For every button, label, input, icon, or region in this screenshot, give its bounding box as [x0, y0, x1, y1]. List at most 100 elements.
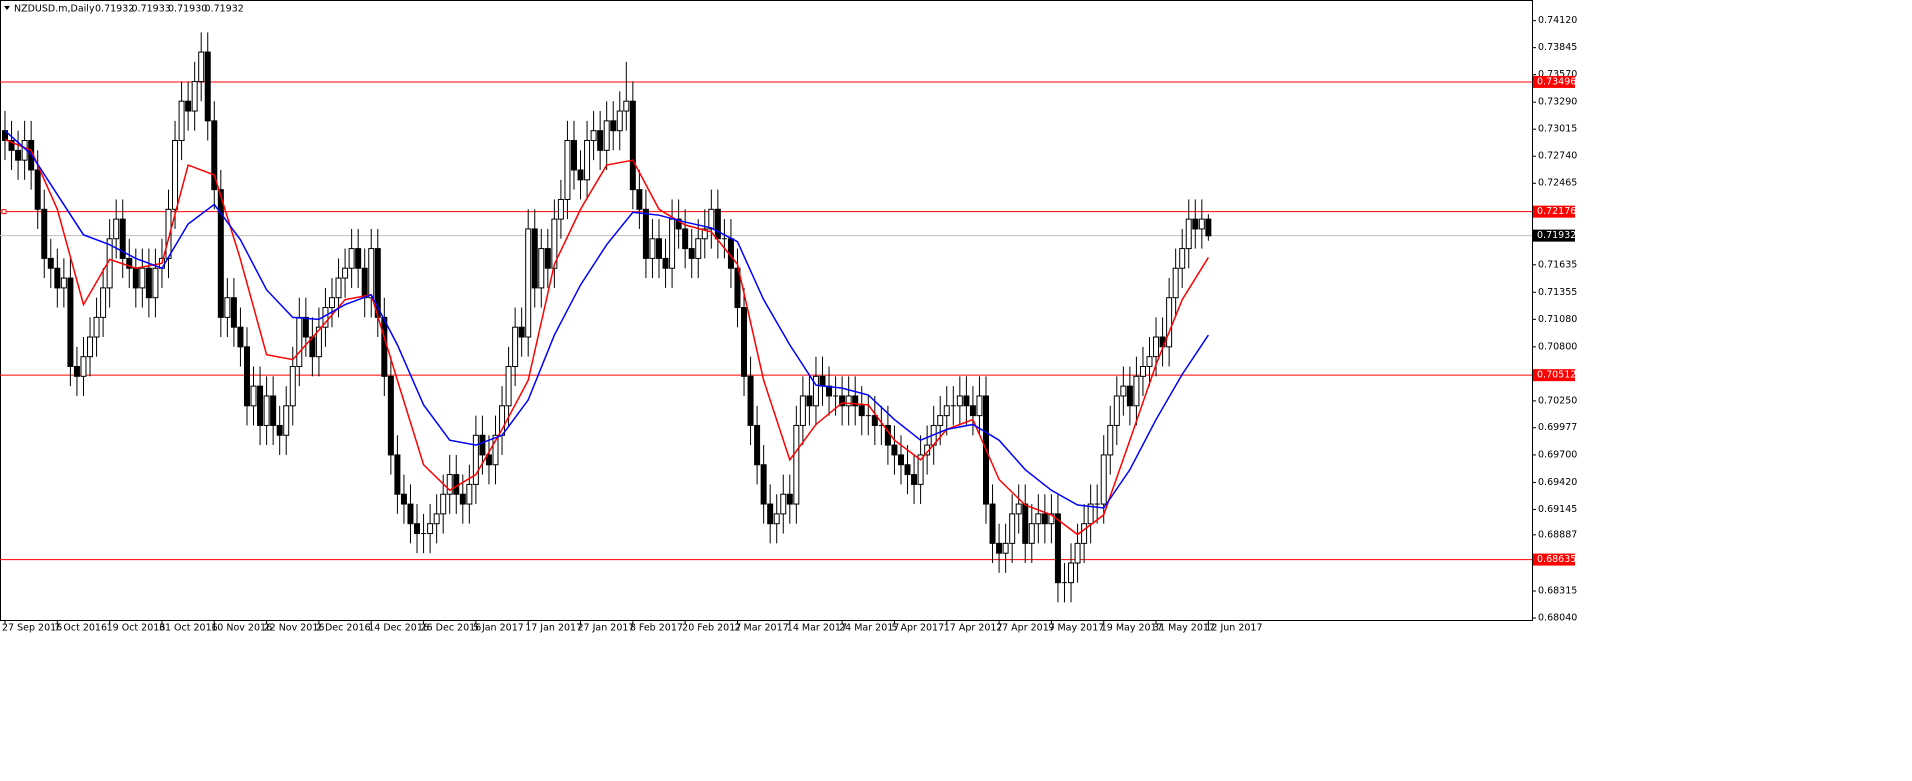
candle-body	[570, 140, 577, 171]
candle-body	[472, 434, 479, 485]
candle-body	[649, 238, 656, 259]
candle-body	[512, 326, 519, 367]
candle-body	[826, 385, 833, 397]
candle-body	[329, 297, 335, 309]
x-tick-label: 2 Dec 2016	[316, 623, 371, 634]
ma-line	[4, 130, 1209, 509]
x-tick-label: 26 Dec 2016	[421, 623, 482, 634]
candle-body	[243, 346, 250, 407]
candle-body	[819, 375, 826, 387]
candle-body	[113, 218, 120, 240]
level-marker	[1, 209, 7, 215]
level-label: 0.68635	[1537, 554, 1576, 565]
candle-body	[525, 228, 532, 338]
candle-body	[1028, 523, 1035, 544]
candle-body	[603, 120, 610, 151]
candle-body	[485, 454, 492, 466]
candle-body	[132, 267, 139, 289]
ma-line	[4, 138, 1209, 536]
candle-body	[394, 454, 401, 495]
candle-body	[73, 365, 80, 377]
y-tick-label: 0.71080	[1538, 314, 1577, 325]
candle-body	[433, 513, 440, 525]
candle-body	[315, 326, 322, 358]
candle-body	[257, 385, 264, 426]
candle-body	[786, 493, 793, 505]
candle-body	[361, 267, 368, 299]
x-tick-label: 12 Jun 2017	[1205, 623, 1262, 634]
candle-body	[505, 365, 512, 407]
x-tick-label: 14 Mar 2017	[787, 623, 847, 634]
candle-body	[538, 248, 545, 289]
y-tick-label: 0.70800	[1538, 341, 1577, 352]
candle-body	[656, 238, 662, 259]
candle-body	[623, 100, 630, 112]
candle-body	[302, 316, 309, 338]
candle-body	[577, 169, 584, 181]
x-tick-label: 8 Feb 2017	[630, 623, 683, 634]
candle-body	[629, 100, 636, 191]
x-tick-label: 22 Nov 2016	[264, 623, 325, 634]
candle-body	[1087, 503, 1094, 525]
candle-body	[1074, 542, 1081, 564]
candle-body	[695, 238, 702, 259]
candle-body	[1185, 218, 1192, 250]
candle-body	[610, 120, 617, 132]
candle-body	[767, 503, 774, 525]
candle-body	[1126, 385, 1133, 407]
y-tick-label: 0.72740	[1538, 151, 1577, 162]
candle-body	[93, 316, 100, 338]
candle-body	[675, 218, 682, 230]
candle-body	[446, 474, 453, 495]
level-box	[1533, 369, 1575, 382]
x-tick-label: 9 May 2017	[1048, 623, 1104, 634]
candle-body	[276, 424, 283, 436]
candle-body	[597, 130, 604, 151]
candle-body	[1054, 513, 1061, 584]
y-tick-label: 0.71635	[1538, 259, 1577, 270]
candle-body	[780, 493, 787, 515]
candle-body	[616, 110, 623, 132]
menu-arrow[interactable]	[4, 6, 10, 10]
candle-body	[348, 248, 355, 269]
candle-body	[669, 218, 676, 269]
candle-body	[15, 149, 22, 161]
candle-body	[551, 218, 558, 269]
candle-body	[1179, 248, 1186, 269]
plot-frame	[0, 0, 1533, 621]
x-tick-label: 20 Feb 2017	[682, 623, 741, 634]
candle-body	[204, 51, 211, 122]
candle-body	[897, 454, 904, 466]
candle-body	[1192, 218, 1199, 230]
y-tick-label: 0.74120	[1538, 15, 1577, 26]
candle-body	[152, 267, 159, 299]
candle-body	[1120, 385, 1127, 397]
candle-body	[845, 395, 852, 407]
candle-body	[518, 326, 525, 338]
x-tick-label: 5 Jan 2017	[473, 623, 524, 634]
candle-body	[584, 140, 591, 181]
x-tick-label: 17 Apr 2017	[944, 623, 1003, 634]
candle-body	[1113, 395, 1120, 426]
header-value: 0.71932	[205, 4, 244, 15]
y-tick-label: 0.69145	[1538, 504, 1577, 515]
x-tick-label: 10 Nov 2016	[211, 623, 272, 634]
bid-box	[1533, 229, 1575, 242]
candle-body	[734, 267, 741, 309]
y-tick-label: 0.71355	[1538, 287, 1577, 298]
candle-body	[642, 208, 649, 259]
candle-body	[688, 248, 695, 259]
x-tick-label: 19 May 2017	[1101, 623, 1163, 634]
candle-body	[119, 218, 126, 259]
level-label: 0.73496	[1537, 76, 1576, 87]
candle-body	[793, 424, 800, 505]
candle-body	[126, 257, 133, 269]
x-tick-label: 27 Sep 2016	[2, 623, 62, 634]
candle-body	[1081, 523, 1088, 544]
candle-body	[1048, 513, 1055, 525]
header-value: 0.71933	[132, 4, 171, 15]
candle-body	[400, 493, 407, 505]
candle-body	[263, 395, 270, 426]
level-box	[1533, 205, 1575, 218]
candle-body	[760, 464, 767, 505]
